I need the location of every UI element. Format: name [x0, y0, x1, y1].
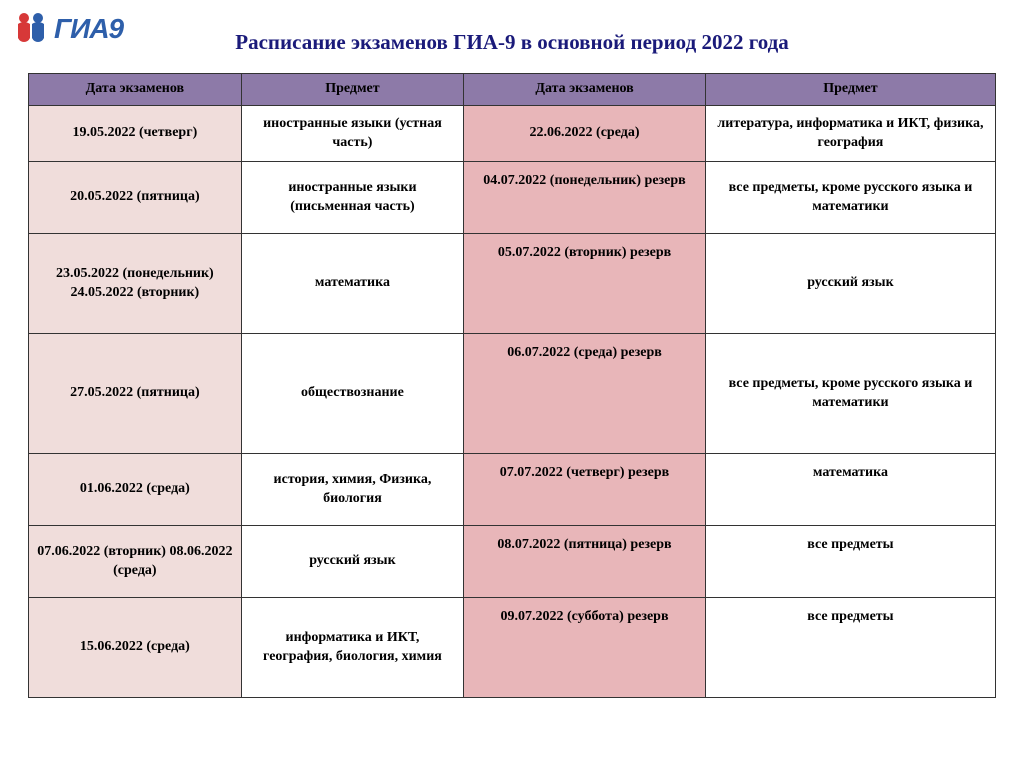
cell-subj1: иностранные языки (письменная часть): [241, 162, 463, 234]
cell-date2: 09.07.2022 (суббота) резерв: [464, 598, 706, 698]
cell-subj2: все предметы, кроме русского языка и мат…: [705, 162, 995, 234]
table-row: 19.05.2022 (четверг)иностранные языки (у…: [29, 106, 996, 162]
cell-subj1: математика: [241, 234, 463, 334]
cell-date1: 19.05.2022 (четверг): [29, 106, 242, 162]
table-row: 07.06.2022 (вторник) 08.06.2022 (среда)р…: [29, 526, 996, 598]
header-date2: Дата экзаменов: [464, 74, 706, 106]
table-row: 20.05.2022 (пятница)иностранные языки (п…: [29, 162, 996, 234]
cell-subj1: информатика и ИКТ, география, биология, …: [241, 598, 463, 698]
cell-date1: 01.06.2022 (среда): [29, 454, 242, 526]
logo: ГИА9: [10, 8, 123, 50]
cell-date1: 27.05.2022 (пятница): [29, 334, 242, 454]
cell-subj2: русский язык: [705, 234, 995, 334]
header-subj1: Предмет: [241, 74, 463, 106]
cell-subj1: обществознание: [241, 334, 463, 454]
cell-date2: 07.07.2022 (четверг) резерв: [464, 454, 706, 526]
cell-subj2: все предметы: [705, 526, 995, 598]
cell-date1: 15.06.2022 (среда): [29, 598, 242, 698]
table-row: 23.05.2022 (понедельник) 24.05.2022 (вто…: [29, 234, 996, 334]
cell-subj1: русский язык: [241, 526, 463, 598]
cell-date2: 04.07.2022 (понедельник) резерв: [464, 162, 706, 234]
cell-date1: 23.05.2022 (понедельник) 24.05.2022 (вто…: [29, 234, 242, 334]
cell-subj2: литература, информатика и ИКТ, физика, г…: [705, 106, 995, 162]
cell-subj2: все предметы, кроме русского языка и мат…: [705, 334, 995, 454]
schedule-table: Дата экзаменов Предмет Дата экзаменов Пр…: [28, 73, 996, 698]
cell-date2: 08.07.2022 (пятница) резерв: [464, 526, 706, 598]
cell-date2: 06.07.2022 (среда) резерв: [464, 334, 706, 454]
cell-date2: 05.07.2022 (вторник) резерв: [464, 234, 706, 334]
cell-subj2: все предметы: [705, 598, 995, 698]
table-container: Дата экзаменов Предмет Дата экзаменов Пр…: [0, 73, 1024, 698]
header-date1: Дата экзаменов: [29, 74, 242, 106]
header-subj2: Предмет: [705, 74, 995, 106]
gia-logo-icon: [10, 8, 52, 50]
cell-date1: 20.05.2022 (пятница): [29, 162, 242, 234]
cell-subj1: иностранные языки (устная часть): [241, 106, 463, 162]
table-row: 01.06.2022 (среда)история, химия, Физика…: [29, 454, 996, 526]
table-row: 27.05.2022 (пятница)обществознание06.07.…: [29, 334, 996, 454]
cell-subj2: математика: [705, 454, 995, 526]
cell-subj1: история, химия, Физика, биология: [241, 454, 463, 526]
table-row: 15.06.2022 (среда)информатика и ИКТ, гео…: [29, 598, 996, 698]
logo-text: ГИА9: [54, 13, 123, 45]
cell-date1: 07.06.2022 (вторник) 08.06.2022 (среда): [29, 526, 242, 598]
cell-date2: 22.06.2022 (среда): [464, 106, 706, 162]
table-header-row: Дата экзаменов Предмет Дата экзаменов Пр…: [29, 74, 996, 106]
page-title: Расписание экзаменов ГИА-9 в основной пе…: [0, 0, 1024, 73]
